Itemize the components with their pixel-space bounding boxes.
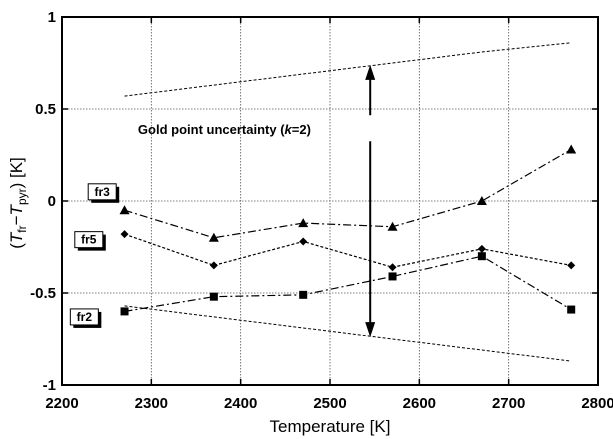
- series-tag-box-fr3: [87, 183, 117, 201]
- series-line-fr2: [124, 255, 572, 312]
- uncertainty-limit-lower: [124, 305, 572, 362]
- grid: [62, 17, 598, 385]
- series-tag-fr3: fr3: [95, 185, 111, 199]
- series-labels: fr3 fr5 fr2: [69, 183, 120, 328]
- point-fr3: [208, 232, 219, 242]
- x-tick-label: 2800: [581, 395, 613, 412]
- point-fr3: [298, 218, 309, 228]
- arrow-head-up: [365, 64, 376, 80]
- annotation-text: Gold point uncertainty (k=2): [138, 122, 311, 137]
- series-tag-fr5: fr5: [81, 233, 97, 247]
- point-fr2: [388, 272, 397, 281]
- x-tick-label: 2500: [313, 395, 346, 412]
- y-axis-title: (Tfr−Tpyr) [K]: [7, 157, 29, 249]
- point-fr2: [567, 305, 576, 314]
- point-fr5: [388, 263, 397, 272]
- point-fr3: [476, 196, 487, 205]
- series-tag-fr2: fr2: [77, 310, 93, 324]
- x-axis-title: Temperature [K]: [270, 417, 391, 436]
- x-tick-label: 2400: [224, 395, 257, 412]
- point-fr5: [567, 261, 576, 270]
- y-axis-ticks: -1 -0.5 0 0.5 1: [30, 9, 598, 394]
- annotation-group: Gold point uncertainty (k=2): [138, 64, 376, 338]
- y-tick-label: 0.5: [35, 101, 56, 118]
- x-tick-label: 2600: [403, 395, 436, 412]
- point-fr5: [209, 261, 218, 270]
- series-tag-box-fr5: [74, 231, 104, 249]
- uncertainty-band: [124, 42, 572, 362]
- series-group: [119, 144, 577, 316]
- y-tick-label: -1: [43, 377, 56, 394]
- point-fr2: [299, 290, 308, 299]
- y-tick-label: -0.5: [30, 285, 56, 302]
- x-tick-label: 2700: [492, 395, 525, 412]
- x-axis-ticks: 2200 2300 2400 2500 2600 2700 2800: [45, 17, 613, 412]
- point-fr5: [299, 237, 308, 246]
- point-fr3: [119, 205, 130, 215]
- y-tick-label: 1: [48, 9, 56, 26]
- point-fr3: [387, 221, 398, 231]
- point-fr5: [477, 244, 486, 253]
- uncertainty-limit-upper: [124, 42, 572, 97]
- y-tick-label: 0: [48, 193, 56, 210]
- point-fr5: [120, 230, 129, 239]
- point-fr3: [566, 144, 577, 154]
- series-tag-box-fr2: [69, 308, 99, 326]
- point-fr2: [120, 307, 129, 316]
- arrow-head-down: [365, 322, 376, 338]
- point-fr2: [477, 252, 486, 261]
- point-fr2: [209, 292, 218, 301]
- series-line-fr3: [124, 148, 572, 239]
- x-tick-label: 2300: [135, 395, 168, 412]
- x-tick-label: 2200: [45, 395, 78, 412]
- series-line-fr5: [124, 233, 572, 268]
